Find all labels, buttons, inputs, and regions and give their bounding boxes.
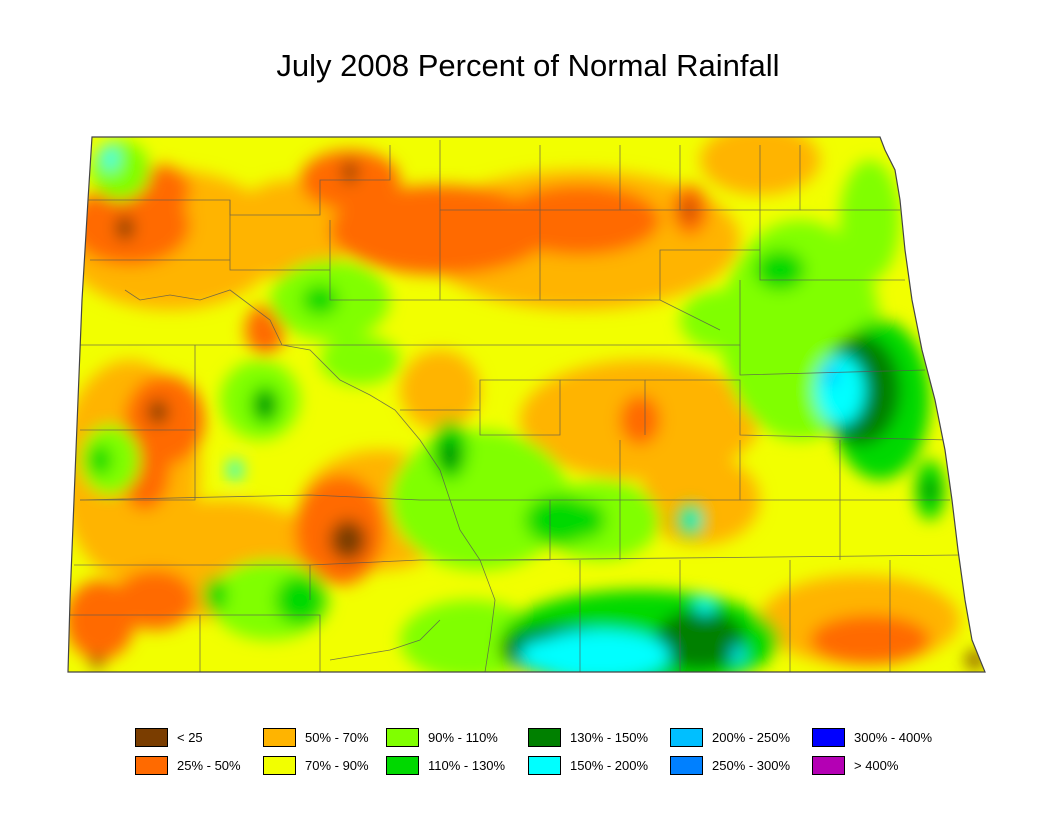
state-outline (67, 136, 986, 673)
legend-item: 90% - 110% (386, 728, 498, 747)
legend-item: 300% - 400% (812, 728, 932, 747)
legend-swatch (670, 756, 703, 775)
legend-label: 110% - 130% (428, 758, 506, 773)
legend-item: 110% - 130% (386, 756, 505, 775)
legend-label: 130% - 150% (570, 730, 649, 745)
legend-swatch (135, 728, 168, 747)
legend-label: 70% - 90% (305, 758, 369, 773)
legend-label: 150% - 200% (570, 758, 649, 773)
legend-item: < 25 (135, 728, 203, 747)
legend-label: 300% - 400% (854, 730, 933, 745)
legend-swatch (528, 728, 561, 747)
legend-label: 250% - 300% (712, 758, 791, 773)
legend-label: > 400% (854, 758, 899, 773)
county-boundaries (70, 140, 961, 672)
legend-label: 200% - 250% (712, 730, 791, 745)
legend-item: 130% - 150% (528, 728, 648, 747)
legend-item: 50% - 70% (263, 728, 369, 747)
legend-item: 25% - 50% (135, 756, 241, 775)
legend-swatch (386, 756, 419, 775)
legend-item: 200% - 250% (670, 728, 790, 747)
legend-label: < 25 (177, 730, 203, 745)
legend-swatch (386, 728, 419, 747)
legend-item: 250% - 300% (670, 756, 790, 775)
legend-item: 150% - 200% (528, 756, 648, 775)
legend-swatch (263, 756, 296, 775)
rainfall-field (68, 137, 985, 672)
legend-swatch (812, 728, 845, 747)
legend-label: 50% - 70% (305, 730, 369, 745)
legend-item: > 400% (812, 756, 898, 775)
map-title: July 2008 Percent of Normal Rainfall (276, 48, 780, 83)
legend-label: 25% - 50% (177, 758, 241, 773)
legend-item: 70% - 90% (263, 756, 369, 775)
legend-swatch (263, 728, 296, 747)
legend-label: 90% - 110% (428, 730, 498, 745)
legend-swatch (812, 756, 845, 775)
legend-swatch (135, 756, 168, 775)
legend-swatch (528, 756, 561, 775)
legend-swatch (670, 728, 703, 747)
